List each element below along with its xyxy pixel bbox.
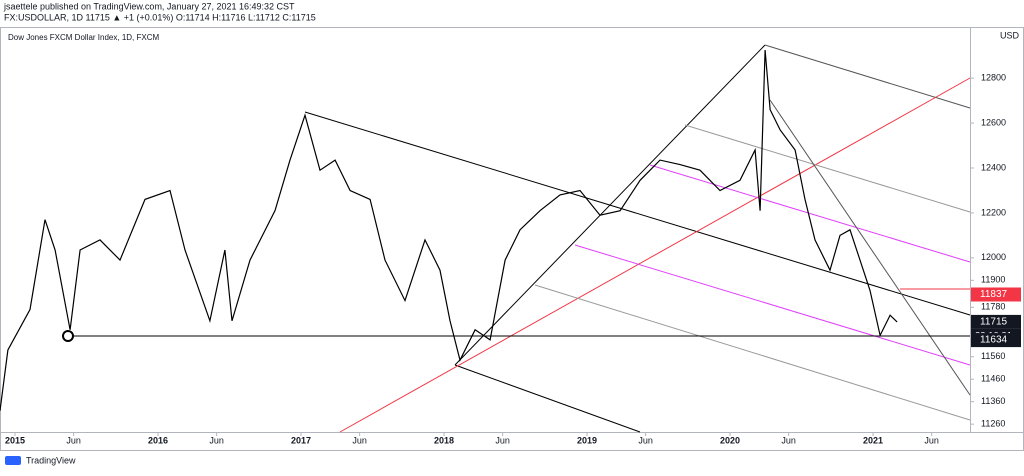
axis-unit: USD xyxy=(1000,30,1020,40)
x-tick-label: Jun xyxy=(638,435,653,445)
x-tick-label: Jun xyxy=(924,435,939,445)
trendline xyxy=(304,111,971,316)
y-tick-label: 12000 xyxy=(981,252,1006,262)
parallel-line xyxy=(684,124,971,213)
magenta-line xyxy=(649,164,971,263)
price-label-box xyxy=(971,287,1021,302)
publish-line: jsaettele published on TradingView.com, … xyxy=(3,1,295,11)
symbol-line: FX:USDOLLAR, 1D 11715 ▲ +1 (+0.01%) O:11… xyxy=(4,12,316,22)
chart-title: Dow Jones FXCM Dollar Index, 1D, FXCM xyxy=(8,33,159,42)
x-tick-label: 2021 xyxy=(863,435,883,445)
brand: TradingView xyxy=(26,455,76,465)
price-label: 11634 xyxy=(980,335,1008,346)
y-tick-label: 11360 xyxy=(981,396,1005,406)
y-tick-label: 11780 xyxy=(981,302,1005,312)
x-tick-label: 2017 xyxy=(291,435,311,445)
y-tick-label: 12200 xyxy=(981,207,1006,217)
y-tick-label: 11560 xyxy=(981,351,1005,361)
y-tick-label: 12600 xyxy=(981,117,1006,127)
circle-marker xyxy=(62,330,74,342)
x-tick-label: 2015 xyxy=(5,435,25,445)
price-line xyxy=(0,49,898,411)
parallel-line xyxy=(534,284,971,421)
x-tick-label: Jun xyxy=(66,435,81,445)
y-tick-label: 12400 xyxy=(981,162,1006,172)
x-tick-label: 2020 xyxy=(720,435,740,445)
x-tick-label: 2019 xyxy=(577,435,597,445)
drawings xyxy=(62,44,971,433)
red-trendline xyxy=(339,77,971,433)
x-tick-label: Jun xyxy=(209,435,224,445)
x-tick-label: 2018 xyxy=(434,435,454,445)
magenta-line xyxy=(574,244,971,366)
y-tick-label: 11460 xyxy=(981,374,1005,384)
x-tick-label: Jun xyxy=(495,435,510,445)
y-tick-label: 12800 xyxy=(981,72,1006,82)
price-label: 11715 xyxy=(980,317,1008,328)
y-tick-label: 11260 xyxy=(981,419,1005,429)
price-label-box xyxy=(971,314,1021,329)
x-tick-label: Jun xyxy=(352,435,367,445)
steep-trendline xyxy=(769,99,971,396)
x-tick-label: Jun xyxy=(781,435,796,445)
x-tick-label: 2016 xyxy=(148,435,168,445)
brand-logo xyxy=(5,456,21,465)
pitchfork-lower xyxy=(454,364,641,433)
price-label-box xyxy=(971,333,1021,348)
price-label: 11837 xyxy=(980,289,1008,300)
pitchfork-handle xyxy=(454,44,766,366)
y-tick-label: 11900 xyxy=(981,275,1005,285)
